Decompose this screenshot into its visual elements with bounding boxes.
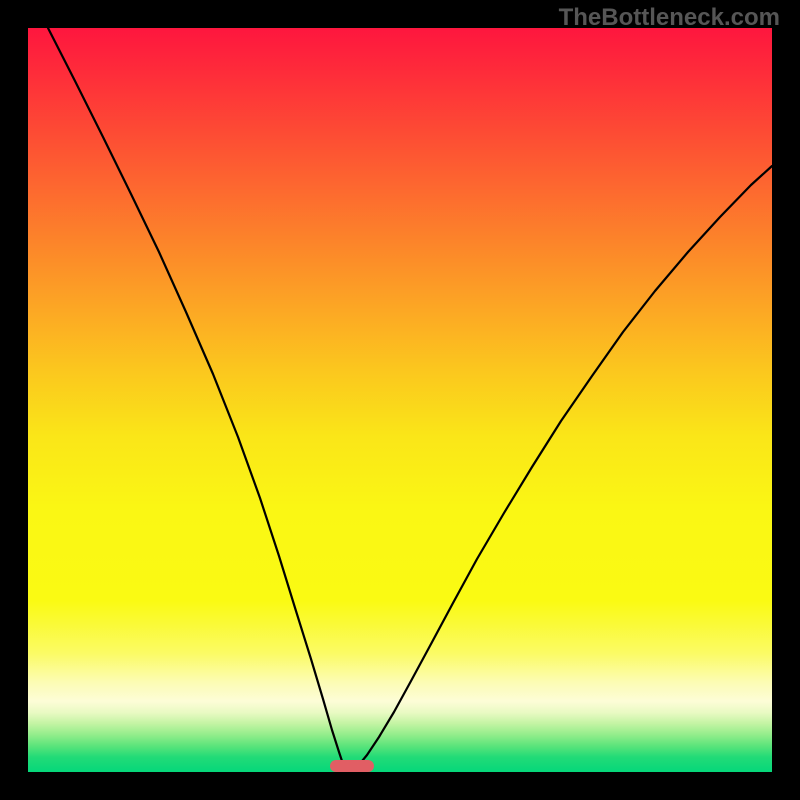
optimum-marker [330,760,374,772]
chart-container: TheBottleneck.com [0,0,800,800]
gradient-plot-area [28,28,772,772]
watermark-text: TheBottleneck.com [559,4,780,32]
